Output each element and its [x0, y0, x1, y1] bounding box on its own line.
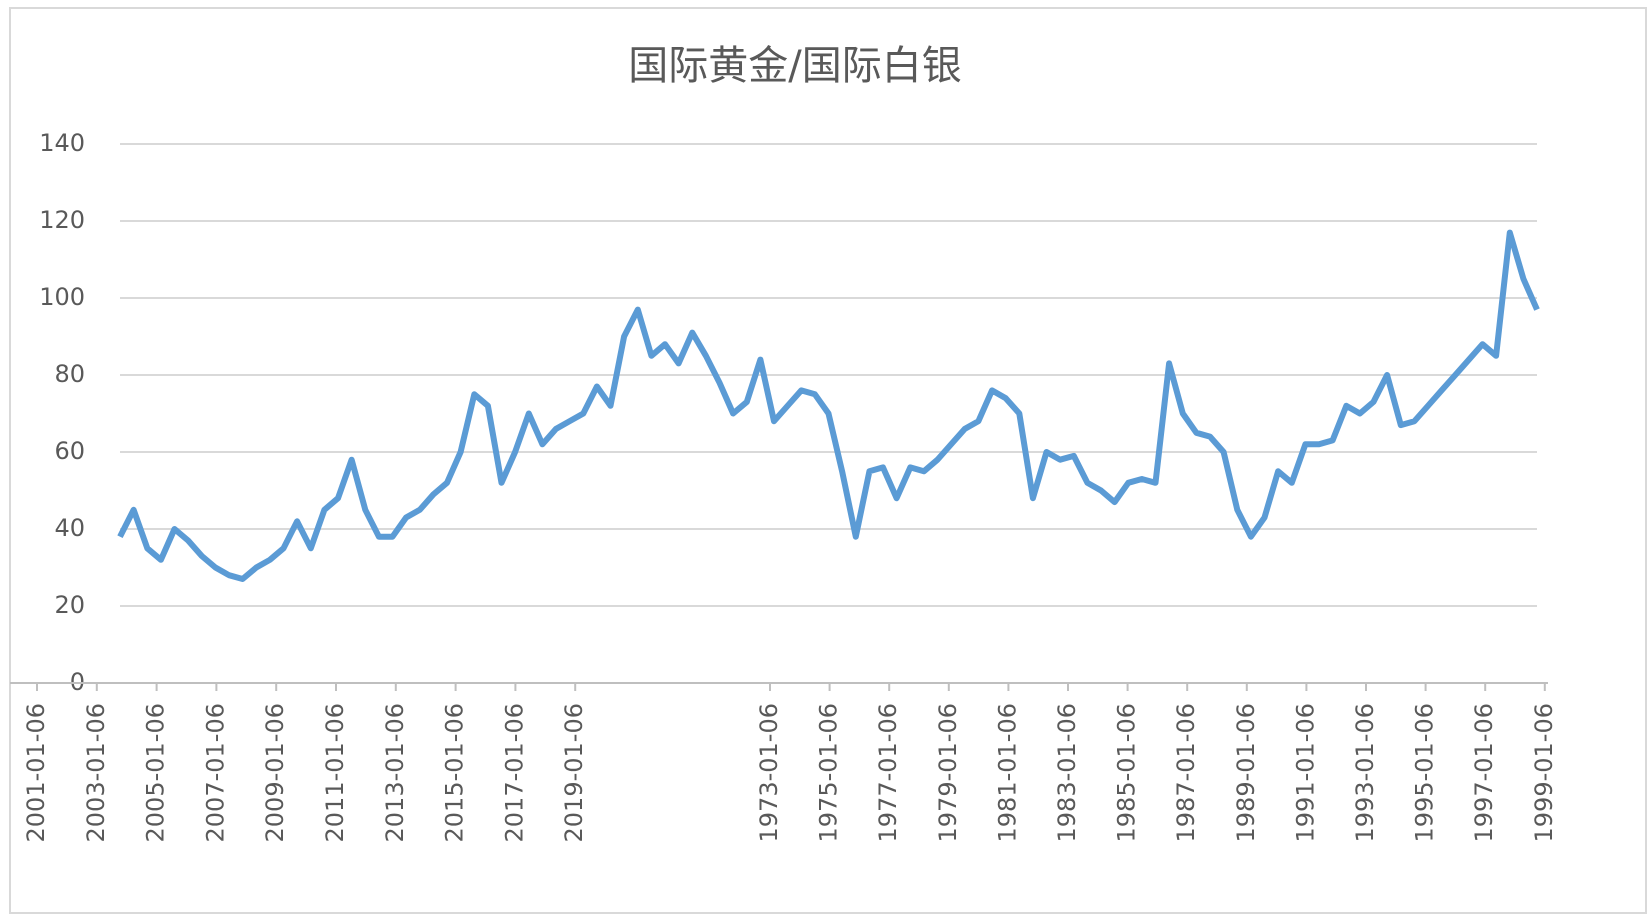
x-tick-label: 1993-01-06 [1351, 703, 1379, 842]
x-tick-label: 1991-01-06 [1291, 703, 1319, 842]
x-tick-label: 1995-01-06 [1411, 703, 1439, 842]
y-tick-label: 20 [54, 591, 85, 619]
chart-title: 国际黄金/国际白银 [628, 43, 961, 89]
y-tick-label: 100 [39, 283, 85, 311]
x-tick-label: 1973-01-06 [755, 703, 783, 842]
x-tick-label: 2017-01-06 [500, 703, 528, 842]
y-tick-label: 120 [39, 206, 85, 234]
x-tick-label: 2009-01-06 [261, 703, 289, 842]
x-tick-label: 1997-01-06 [1470, 703, 1498, 842]
x-tick-label: 1981-01-06 [993, 703, 1021, 842]
chart-frame [9, 7, 1647, 914]
y-tick-label: 40 [54, 514, 85, 542]
y-tick-label: 60 [54, 437, 85, 465]
x-tick-label: 1989-01-06 [1232, 703, 1260, 842]
x-tick-label: 2001-01-06 [22, 703, 50, 842]
x-tick-label: 1999-01-06 [1530, 703, 1558, 842]
line-series [117, 229, 1540, 582]
x-tick-label: 1975-01-06 [815, 703, 843, 842]
x-tick-label: 2003-01-06 [82, 703, 110, 842]
y-tick-label: 140 [39, 129, 85, 157]
y-tick-label: 80 [54, 360, 85, 388]
x-tick-label: 2019-01-06 [560, 703, 588, 842]
x-tick-label: 1977-01-06 [874, 703, 902, 842]
x-tick-label: 1985-01-06 [1113, 703, 1141, 842]
x-tick-label: 2011-01-06 [321, 703, 349, 842]
x-tick-label: 2007-01-06 [201, 703, 229, 842]
x-tick-label: 1987-01-06 [1172, 703, 1200, 842]
x-tick-label: 2015-01-06 [441, 703, 469, 842]
x-tick-label: 2005-01-06 [142, 703, 170, 842]
x-tick-label: 1979-01-06 [934, 703, 962, 842]
x-tick-label: 1983-01-06 [1053, 703, 1081, 842]
x-tick-label: 2013-01-06 [381, 703, 409, 842]
